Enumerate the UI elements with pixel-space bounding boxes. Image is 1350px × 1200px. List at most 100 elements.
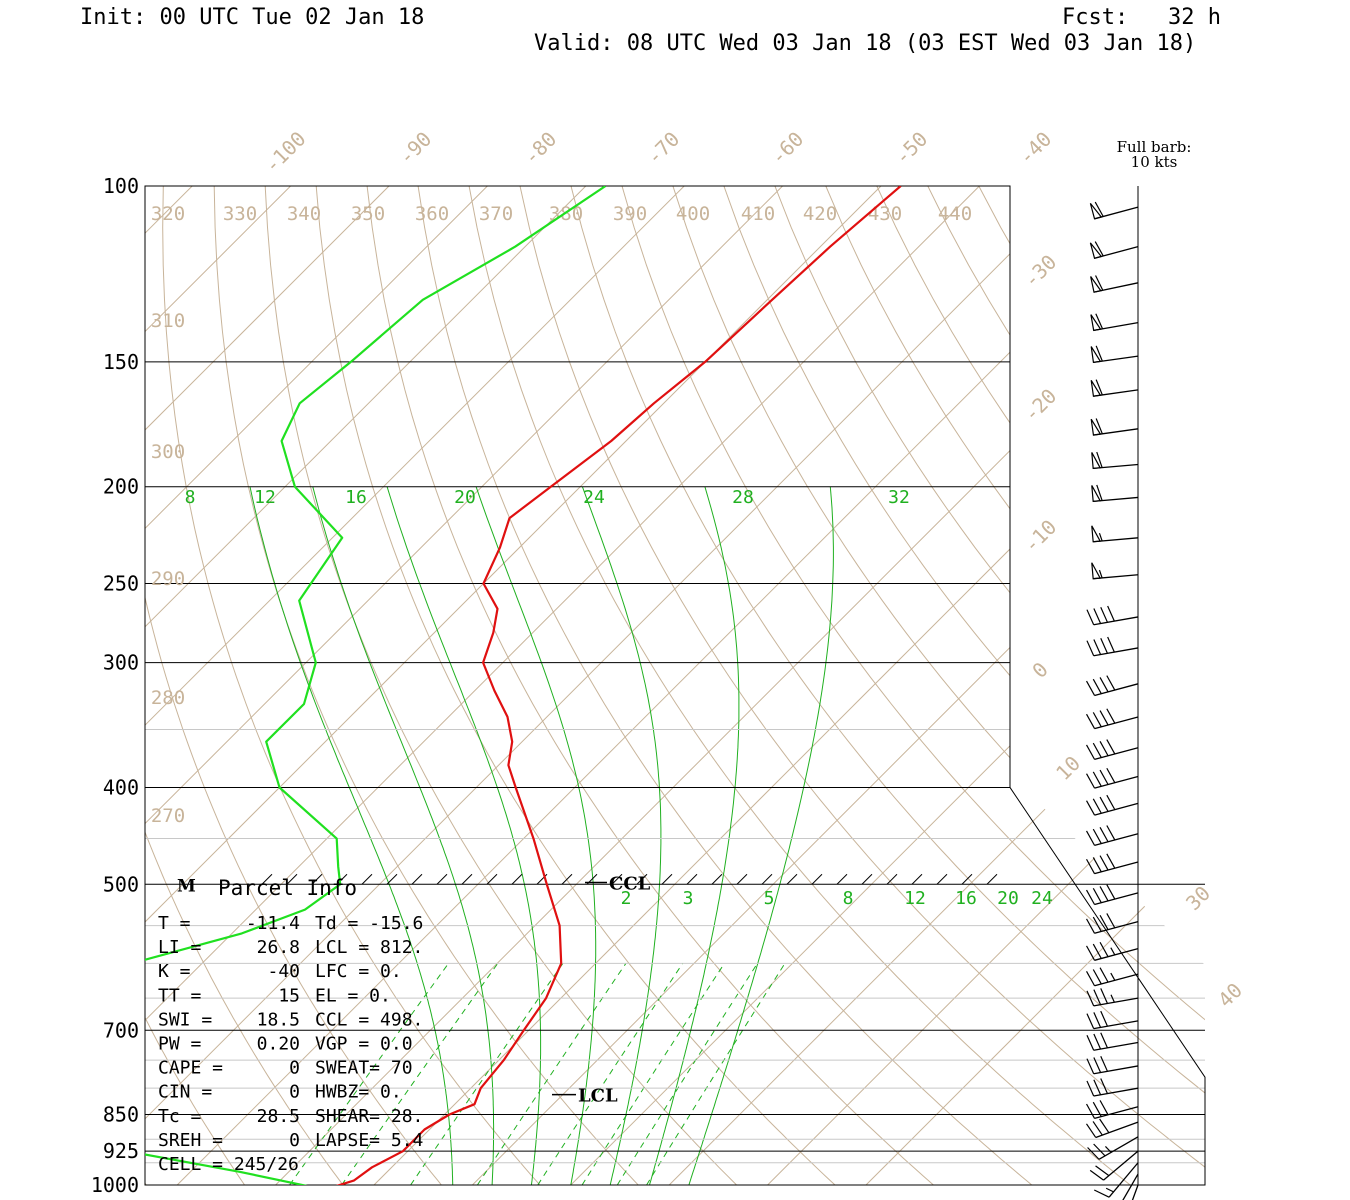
parcel-param-label: SWI = [158, 1009, 212, 1030]
parcel-param-right: LAPSE= 5.4 [315, 1130, 423, 1151]
barb-half-flag [1104, 1146, 1112, 1153]
parcel-param-right: SHEAR= 28. [315, 1106, 423, 1127]
isotherm-label: -80 [519, 127, 562, 170]
barb-full-flag [1093, 1033, 1102, 1050]
theta-e-label: 8 [185, 487, 196, 508]
barb-full-flag [1100, 1032, 1109, 1049]
level-hatch [436, 873, 448, 885]
level-hatch [761, 873, 773, 885]
level-hatch [336, 873, 348, 885]
plot-frame [144, 185, 1206, 1186]
mixing-ratio-line [341, 963, 499, 1185]
forecast-hour-label: Fcst: 32 h [1062, 5, 1221, 30]
parcel-param-label: CELL = 245/26 [158, 1154, 299, 1175]
isotherm-label: -100 [260, 127, 311, 178]
isotherm-line [145, 186, 488, 1185]
barb-full-flag [1092, 742, 1102, 758]
theta-label: 270 [151, 805, 185, 827]
mixing-ratio-label: 2 [621, 888, 632, 909]
barb-full-flag [1106, 708, 1116, 724]
wind-barb [1122, 1173, 1139, 1200]
barb-full-flag [1093, 608, 1102, 624]
dry-adiabat-line [145, 186, 360, 1185]
dry-adiabat-line [1029, 186, 1205, 1185]
barb-full-flag [1099, 1118, 1110, 1134]
isotherm-label: 30 [1181, 881, 1215, 915]
barb-staff [1094, 683, 1139, 697]
init-time-label: Init: 00 UTC Tue 02 Jan 18 [80, 5, 425, 30]
mixing-ratio-label: 8 [843, 888, 854, 909]
theta-e-label: 12 [254, 487, 276, 508]
barb-staff [1093, 1065, 1139, 1075]
barb-staff [1093, 647, 1139, 657]
wind-barb [1086, 739, 1139, 761]
barb-full-flag [1106, 739, 1116, 755]
barb-full-flag [1092, 678, 1102, 694]
wind-barb [1086, 988, 1139, 1007]
dry-adiabat-line [672, 186, 1205, 1185]
barb-full-flag [1085, 1123, 1097, 1138]
wind-barb [1091, 484, 1139, 503]
wind-barb [1086, 913, 1139, 934]
barb-staff [1093, 1041, 1139, 1051]
barb-full-flag [1100, 1010, 1109, 1027]
barb-half-flag [1105, 1187, 1114, 1193]
barb-full-flag [1106, 825, 1116, 841]
pressure-label-500: 500 [103, 872, 139, 896]
plot-border [144, 185, 1206, 1186]
mixing-ratio-line [476, 963, 627, 1185]
wind-barb [1086, 1032, 1139, 1051]
barb-full-flag [1100, 1078, 1109, 1094]
theta-label: 310 [151, 310, 185, 332]
barb-pennant [1091, 452, 1102, 470]
level-hatch [386, 873, 398, 885]
isotherm-line [145, 186, 685, 1185]
wind-barb [1086, 636, 1139, 657]
barb-full-flag [1092, 943, 1102, 959]
wind-barb [1093, 1162, 1139, 1198]
level-hatch [511, 873, 523, 885]
dry-adiabat-line [621, 186, 1205, 1185]
barb-full-flag [1099, 967, 1109, 983]
level-hatch [686, 873, 698, 885]
level-hatch [661, 873, 673, 885]
barb-full-flag [1099, 769, 1109, 785]
wind-barb [1089, 201, 1139, 220]
ccl-label: CCL [609, 874, 651, 895]
barb-full-flag [1092, 1121, 1103, 1136]
wind-barb [1086, 941, 1139, 961]
wind-barb [1087, 1136, 1139, 1160]
isotherm-label: -10 [1019, 515, 1062, 558]
moist-adiabat-line [688, 486, 834, 1185]
barb-staff [1093, 616, 1139, 626]
barb-half-flag [1098, 532, 1103, 542]
wind-barb [1091, 451, 1139, 470]
parcel-param-label: CAPE = [158, 1058, 223, 1079]
dry-adiabat-line [570, 186, 1205, 1185]
mixing-ratio-label: 24 [1031, 888, 1053, 909]
theta-label: 420 [803, 203, 837, 225]
level-hatch [736, 873, 748, 885]
barb-note-line1: Full barb: [1117, 138, 1192, 156]
barb-full-flag [1106, 767, 1116, 783]
parcel-param-right: VGP = 0.0 [315, 1034, 413, 1055]
isotherm-line [570, 186, 1205, 1185]
pressure-label-925: 925 [103, 1139, 139, 1163]
pressure-label-200: 200 [103, 475, 139, 499]
barb-staff [1093, 1020, 1139, 1030]
wind-barb [1086, 675, 1139, 697]
barb-note-line2: 10 kts [1131, 153, 1178, 171]
pressure-label-850: 850 [103, 1102, 139, 1126]
barb-staff [1093, 997, 1139, 1007]
wind-barb [1086, 825, 1139, 846]
barb-staff [1094, 973, 1139, 987]
parcel-param-value: 26.8 [257, 937, 300, 958]
dry-adiabat-line [723, 186, 1205, 1185]
parcel-param-value: -11.4 [246, 913, 300, 934]
mixing-ratio-line [410, 963, 564, 1185]
isotherm-line [472, 186, 1205, 1185]
pressure-label-700: 700 [103, 1018, 139, 1042]
parcel-param-right: HWBZ= 0. [315, 1082, 402, 1103]
wind-barb [1086, 967, 1139, 987]
